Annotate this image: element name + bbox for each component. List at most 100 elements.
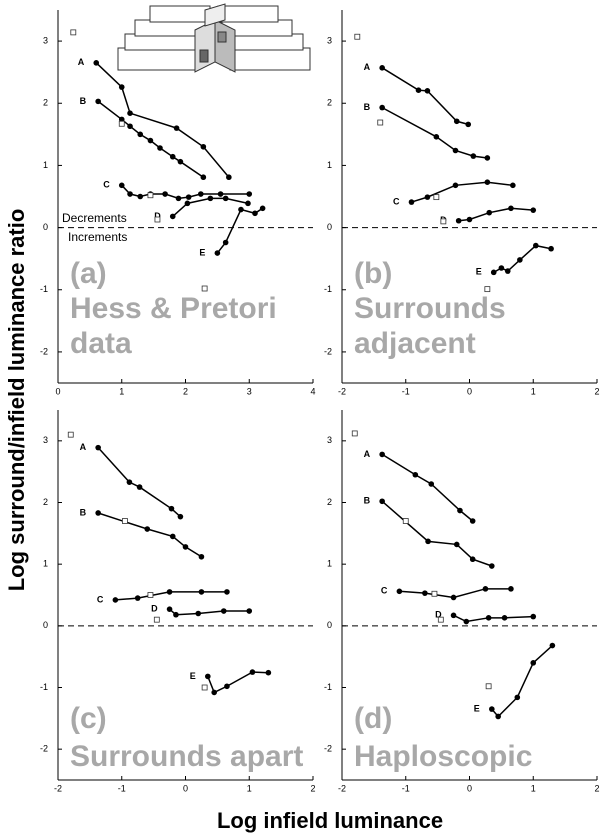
y-tick-label: 2	[43, 98, 48, 108]
data-point	[162, 191, 168, 197]
data-point	[147, 137, 154, 144]
series-label: E	[476, 267, 482, 277]
data-point	[198, 553, 205, 560]
series-label: A	[78, 57, 85, 67]
y-tick-label: 1	[327, 559, 332, 569]
data-point	[245, 200, 251, 207]
series-label: D	[435, 610, 442, 620]
series-line	[381, 106, 488, 159]
data-point	[222, 195, 229, 202]
data-point	[530, 207, 537, 213]
data-point	[168, 505, 175, 512]
data-point	[490, 269, 497, 276]
series-line	[381, 67, 469, 126]
data-point	[508, 586, 514, 592]
series-line	[381, 500, 493, 567]
y-tick-label: -1	[40, 284, 48, 294]
y-tick-label: 3	[43, 35, 48, 45]
y-axis-label: Log surround/infield luminance ratio	[4, 209, 29, 592]
x-tick-label: 4	[310, 386, 315, 396]
open-square	[377, 119, 384, 126]
open-square	[154, 216, 161, 223]
panel-label: (d)	[354, 702, 392, 735]
data-point	[482, 586, 489, 592]
data-point	[205, 673, 211, 680]
x-tick-label: -2	[338, 783, 346, 793]
inset-illustration	[117, 3, 311, 73]
x-tick-label: -1	[118, 783, 126, 793]
panel-title: Surrounds	[354, 292, 506, 325]
data-point	[549, 642, 556, 649]
data-point	[422, 590, 428, 596]
y-tick-label: 2	[43, 497, 48, 507]
open-square	[484, 286, 491, 293]
x-tick-label: 1	[531, 386, 536, 396]
series-line	[97, 447, 181, 518]
y-tick-label: 3	[327, 35, 332, 45]
x-tick-label: -2	[338, 386, 346, 396]
data-point	[200, 174, 207, 181]
open-square	[122, 518, 128, 524]
data-point	[489, 563, 495, 569]
series-label: B	[364, 102, 371, 112]
data-point	[548, 245, 554, 252]
data-point	[185, 194, 192, 200]
annotation: Decrements	[62, 211, 127, 225]
data-point	[450, 594, 457, 601]
data-point	[95, 510, 101, 516]
data-point	[134, 595, 141, 601]
y-tick-label: 2	[327, 98, 332, 108]
data-point	[112, 597, 119, 603]
y-tick-label: -1	[324, 284, 332, 294]
y-tick-label: 3	[327, 435, 332, 445]
data-point	[246, 608, 253, 614]
open-square	[201, 684, 208, 691]
series-label: C	[393, 196, 400, 206]
data-point	[379, 451, 385, 458]
data-point	[118, 182, 125, 189]
data-point	[166, 606, 173, 612]
open-square	[485, 683, 492, 690]
open-square	[147, 592, 154, 598]
series-label: A	[80, 442, 87, 452]
y-tick-label: 1	[43, 160, 48, 170]
data-point	[465, 121, 472, 128]
y-tick-label: -2	[324, 346, 332, 356]
y-tick-label: 0	[327, 222, 332, 232]
data-point	[259, 205, 266, 212]
data-point	[457, 507, 463, 514]
x-tick-label: 0	[55, 386, 60, 396]
y-tick-label: 3	[43, 435, 48, 445]
data-point	[126, 479, 133, 485]
open-square	[201, 285, 208, 292]
open-square	[67, 431, 74, 438]
y-tick-label: 0	[327, 620, 332, 630]
data-point	[408, 199, 415, 205]
data-point	[428, 481, 435, 487]
data-point	[169, 533, 176, 540]
data-point	[137, 131, 144, 138]
data-point	[127, 110, 133, 116]
panel-title: data	[70, 327, 132, 360]
data-point	[249, 669, 256, 675]
data-point	[433, 134, 440, 140]
y-tick-label: -1	[40, 682, 48, 692]
data-point	[173, 125, 180, 131]
data-point	[379, 65, 385, 71]
data-point	[93, 60, 100, 66]
panel-title: Haploscopic	[354, 740, 532, 773]
data-point	[495, 713, 501, 720]
data-point	[517, 257, 523, 263]
data-point	[175, 195, 182, 202]
series-label: C	[103, 180, 110, 190]
series-label: E	[474, 703, 480, 713]
series-line	[95, 62, 230, 178]
data-point	[453, 118, 460, 125]
series-line	[169, 608, 250, 616]
x-tick-label: 0	[467, 386, 472, 396]
x-tick-label: -2	[54, 783, 62, 793]
panel-title: Surrounds apart	[70, 740, 303, 773]
data-point	[498, 265, 505, 271]
data-point	[246, 191, 253, 197]
data-point	[127, 123, 133, 130]
